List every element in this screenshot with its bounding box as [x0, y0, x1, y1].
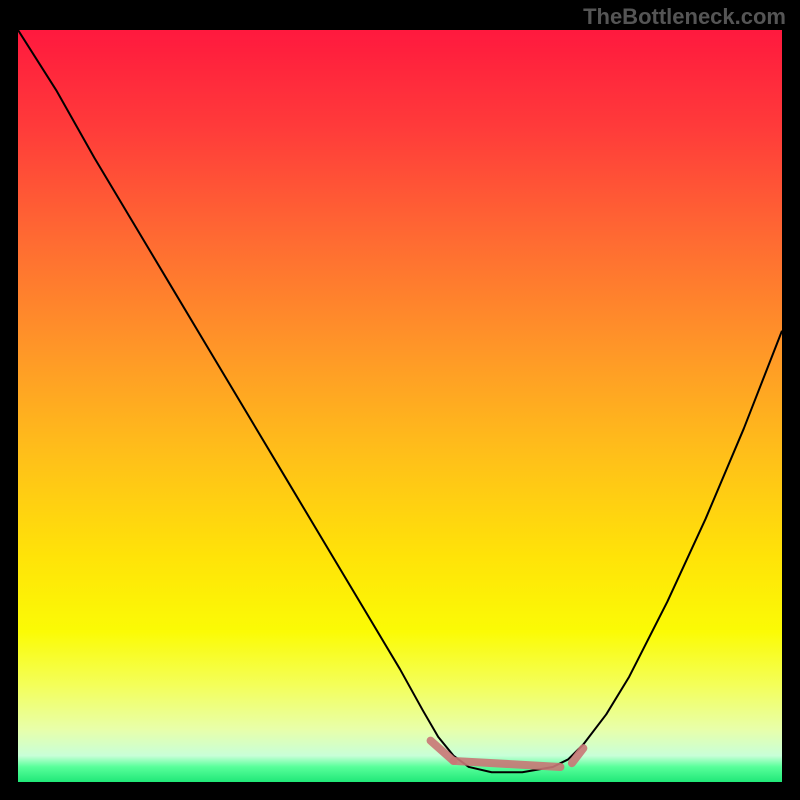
bottleneck-curve	[18, 30, 782, 772]
optimal-range-overlay	[431, 741, 584, 767]
watermark-text: TheBottleneck.com	[583, 4, 786, 30]
bottleneck-chart: TheBottleneck.com	[0, 0, 800, 800]
plot-area	[18, 30, 782, 782]
bottleneck-curve-layer	[18, 30, 782, 782]
